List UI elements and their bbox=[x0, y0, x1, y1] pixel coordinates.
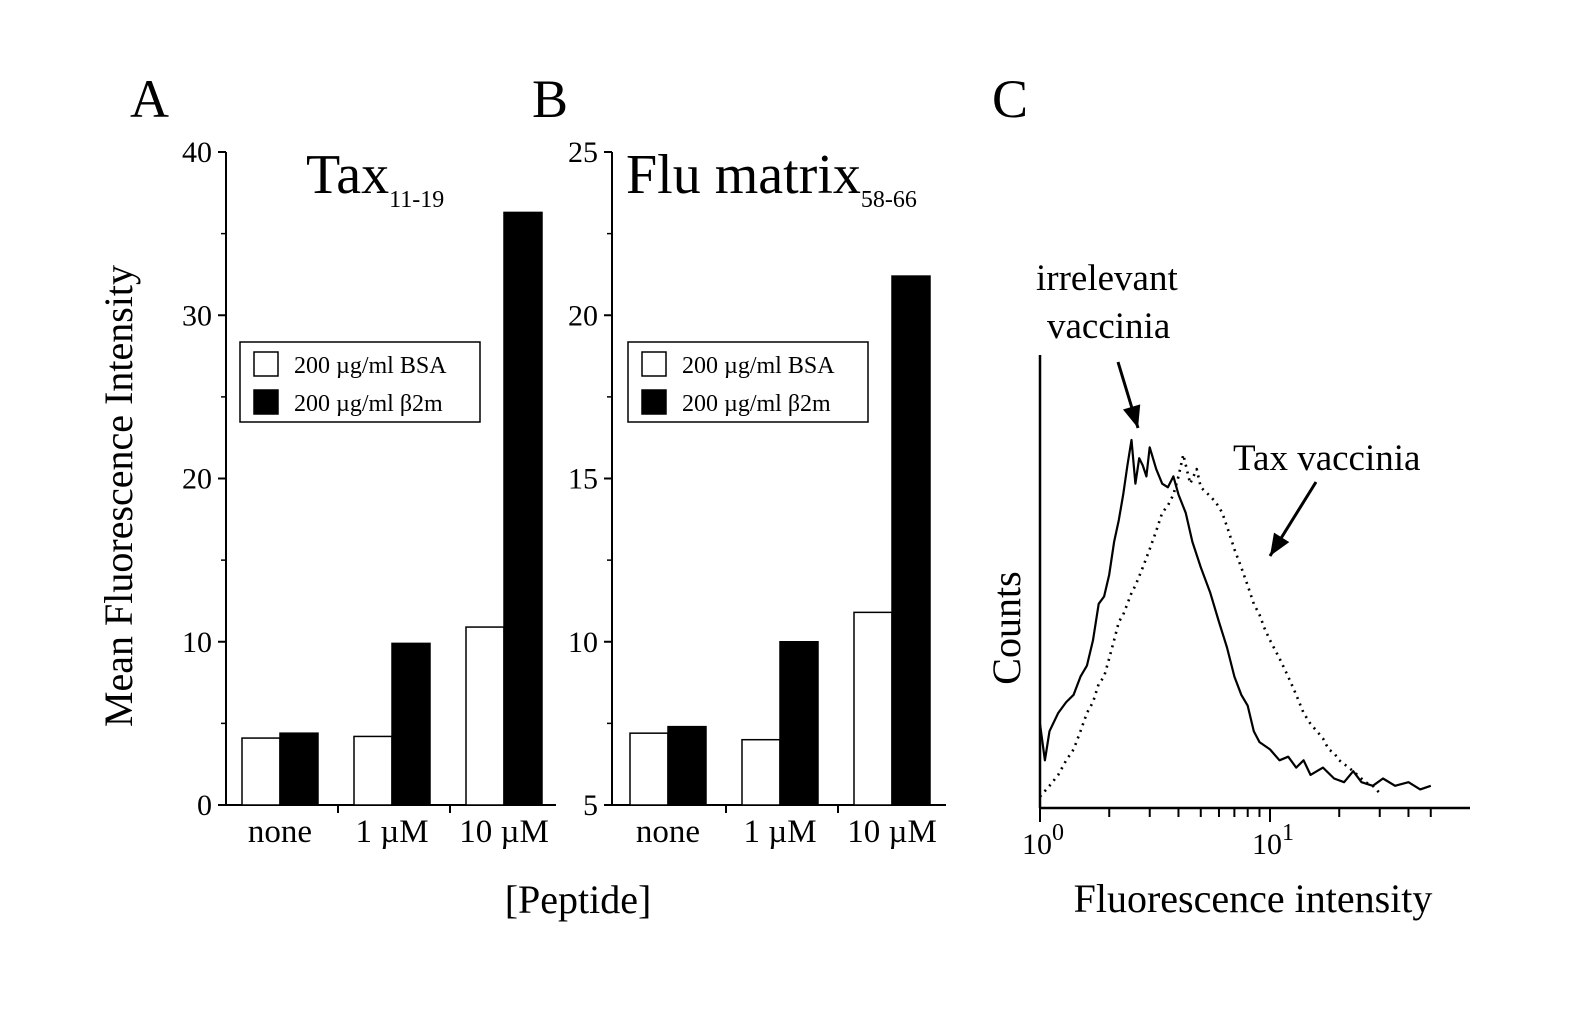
y-tick-label: 5 bbox=[583, 789, 598, 822]
arrow-irrelevant-head bbox=[1123, 404, 1141, 428]
bar-b2m-2 bbox=[503, 211, 543, 806]
panel-a-bar-chart: 0 10 20 30 40 none 1 µM 10 µM Tax11-19 200 µg/ml … bbox=[182, 136, 556, 850]
y-tick-label: 10 bbox=[568, 626, 598, 659]
legend-box bbox=[239, 341, 481, 423]
x-tick-label: 100 bbox=[1022, 820, 1064, 861]
legend-entry: 200 µg/ml BSA bbox=[294, 353, 447, 379]
bar-b2m-1 bbox=[391, 642, 431, 806]
category-label: 10 µM bbox=[459, 814, 549, 850]
bar-bsa-2 bbox=[853, 611, 893, 806]
annotation-irrelevant: irrelevant bbox=[1036, 258, 1178, 299]
y-axis-label-counts: Counts bbox=[984, 571, 1029, 684]
y-tick-label: 25 bbox=[568, 136, 598, 169]
y-tick-label: 30 bbox=[182, 299, 212, 332]
category-label: 1 µM bbox=[743, 814, 816, 850]
legend-entry: 200 µg/ml β2m bbox=[294, 391, 443, 417]
panel-letter-a: A bbox=[130, 69, 169, 129]
annotation-tax-vaccinia: Tax vaccinia bbox=[1233, 438, 1420, 479]
y-tick-label: 15 bbox=[568, 463, 598, 496]
arrow-tax-head bbox=[1270, 532, 1290, 556]
x-tick-exponent: 1 bbox=[1282, 820, 1294, 846]
histogram-tax-vaccinia bbox=[1039, 453, 1381, 798]
legend-swatch bbox=[641, 351, 667, 377]
bar-bsa-1 bbox=[741, 738, 781, 806]
bar-b2m-2 bbox=[891, 275, 931, 806]
bar-bsa-0 bbox=[241, 737, 281, 806]
chart-title: Flu matrix58-66 bbox=[626, 144, 917, 213]
x-tick-label: 101 bbox=[1252, 820, 1294, 861]
chart-title-subscript: 11-19 bbox=[389, 187, 444, 213]
x-tick-exponent: 0 bbox=[1052, 820, 1064, 846]
histogram-irrelevant-vaccinia bbox=[1038, 438, 1432, 791]
panel-c-histogram: 100 101 irrelevant vaccinia Tax vaccinia Coun… bbox=[984, 258, 1470, 921]
legend-swatch bbox=[253, 351, 279, 377]
bar-b2m-0 bbox=[667, 725, 707, 806]
annotation-vaccinia: vaccinia bbox=[1047, 306, 1170, 347]
y-tick-label: 20 bbox=[568, 299, 598, 332]
bar-bsa-1 bbox=[353, 735, 393, 806]
panel-letter-b: B bbox=[532, 69, 568, 129]
panel-letter-c: C bbox=[992, 69, 1028, 129]
x-axis-label-peptide: [Peptide] bbox=[505, 877, 652, 922]
category-label: 1 µM bbox=[355, 814, 428, 850]
legend-entry: 200 µg/ml BSA bbox=[682, 353, 835, 379]
y-tick-label: 20 bbox=[182, 463, 212, 496]
legend-entry: 200 µg/ml β2m bbox=[682, 391, 831, 417]
chart-title: Tax11-19 bbox=[306, 144, 444, 213]
legend-swatch bbox=[253, 389, 279, 415]
legend-swatch bbox=[641, 389, 667, 415]
y-tick-label: 10 bbox=[182, 626, 212, 659]
bar-bsa-0 bbox=[629, 732, 669, 806]
category-label: 10 µM bbox=[847, 814, 937, 850]
y-axis-label-mfi: Mean Fluorescence Intensity bbox=[96, 265, 141, 727]
bar-b2m-0 bbox=[279, 732, 319, 806]
y-tick-label: 0 bbox=[197, 789, 212, 822]
bar-bsa-2 bbox=[465, 626, 505, 806]
x-axis-label-fluorescence: Fluorescence intensity bbox=[1074, 876, 1433, 921]
bar-b2m-1 bbox=[779, 641, 819, 806]
category-label: none bbox=[248, 814, 312, 850]
legend-box bbox=[627, 341, 869, 423]
y-tick-label: 40 bbox=[182, 136, 212, 169]
panel-b-bar-chart: 5 10 15 20 25 none 1 µM 10 µM Flu matrix58-66 200… bbox=[568, 136, 946, 850]
category-label: none bbox=[636, 814, 700, 850]
chart-title-subscript: 58-66 bbox=[861, 187, 917, 213]
